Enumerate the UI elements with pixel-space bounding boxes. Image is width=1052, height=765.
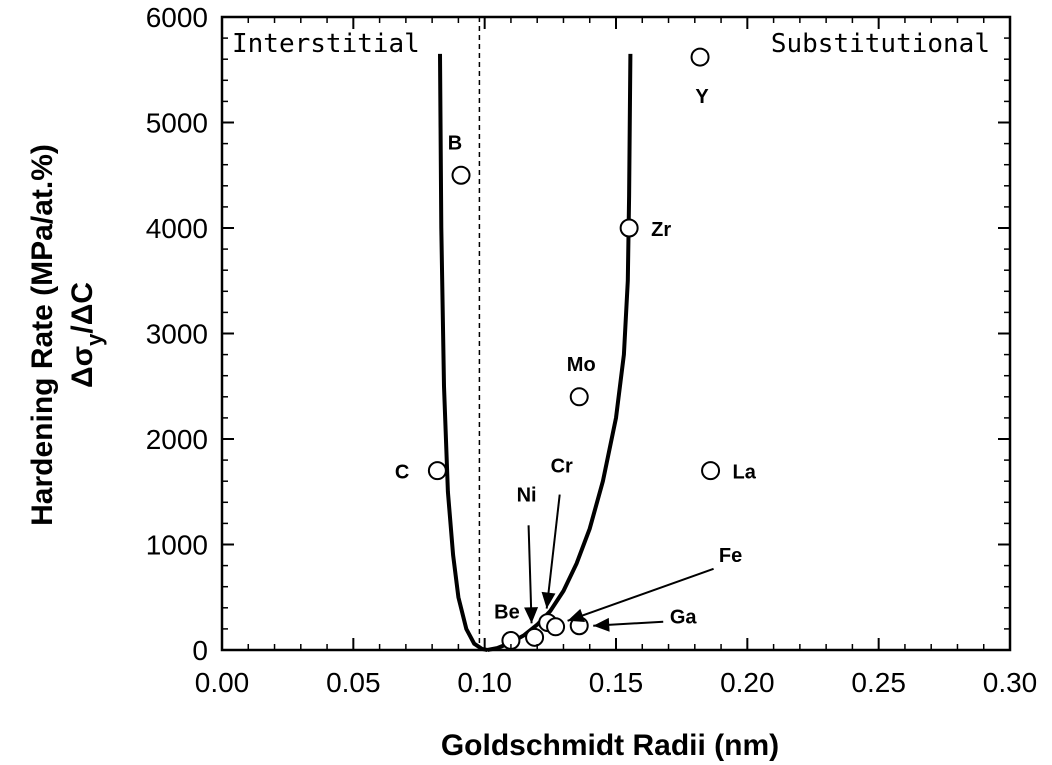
point-label-cr: Cr: [551, 456, 573, 478]
x-tick-label: 0.10: [457, 667, 512, 698]
data-point-mo: [569, 387, 589, 407]
arrow-ni: [527, 525, 533, 624]
region-label-substitutional: Substitutional: [771, 29, 990, 59]
y-axis-title: Hardening Rate (MPa/at.%): [26, 144, 59, 526]
y-tick-label: 5000: [146, 108, 208, 139]
x-tick-label: 0.00: [195, 667, 250, 698]
arrow-ga-head: [593, 617, 610, 632]
point-label-be: Be: [494, 602, 520, 624]
y-axis-subscript: y: [82, 333, 107, 346]
data-point-y: [690, 47, 710, 67]
point-label-ni: Ni: [517, 484, 537, 506]
y-tick-label: 6000: [146, 2, 208, 33]
region-label-interstitial: Interstitial: [232, 29, 420, 59]
x-tick-label: 0.05: [326, 667, 381, 698]
point-label-y: Y: [695, 86, 709, 108]
point-labels: C B Be Ni Cr Fe Ga Mo Zr Y La: [395, 86, 757, 629]
arrow-cr: [545, 494, 561, 609]
point-label-c: C: [395, 462, 409, 484]
x-axis-title: Goldschmidt Radii (nm): [441, 729, 779, 762]
y-tick-label: 1000: [146, 530, 208, 561]
data-point-la: [701, 461, 721, 481]
axis-ticks: 0.00 0.05 0.10 0.15 0.20 0.25 0.30 0 1000 2000 300…: [146, 2, 1038, 698]
arrow-fe-head: [567, 608, 586, 623]
data-point-fe: [546, 617, 566, 637]
curve-left-branch: [438, 53, 488, 652]
data-point-b: [451, 165, 471, 185]
curve-right-branch: [486, 53, 633, 652]
y-axis-subtitle: Δσy/ΔC: [66, 282, 107, 388]
plot-frame: [220, 15, 1012, 652]
x-tick-label: 0.15: [589, 667, 644, 698]
point-label-la: La: [733, 462, 757, 484]
data-point-c: [427, 461, 447, 481]
plot-area: [220, 15, 1012, 652]
data-point-ni: [525, 627, 545, 647]
point-label-ga: Ga: [670, 607, 698, 629]
arrow-ni-head: [524, 607, 539, 624]
x-tick-label: 0.25: [851, 667, 906, 698]
x-tick-label: 0.30: [983, 667, 1038, 698]
data-point-zr: [619, 218, 639, 238]
point-label-b: B: [448, 132, 462, 154]
y-tick-label: 2000: [146, 424, 208, 455]
point-label-zr: Zr: [651, 219, 671, 241]
point-label-mo: Mo: [567, 354, 596, 376]
y-axis-tail: /ΔC: [66, 282, 99, 334]
y-tick-label: 4000: [146, 213, 208, 244]
data-points: [427, 47, 721, 651]
y-axis-delta-sigma: Δσ: [66, 346, 99, 388]
arrow-cr-head: [541, 591, 556, 609]
point-label-fe: Fe: [719, 545, 742, 567]
annotation-arrows: [524, 494, 714, 632]
y-tick-label: 3000: [146, 319, 208, 350]
y-tick-label: 0: [192, 635, 208, 666]
x-tick-label: 0.20: [720, 667, 775, 698]
arrow-fe: [567, 567, 714, 622]
